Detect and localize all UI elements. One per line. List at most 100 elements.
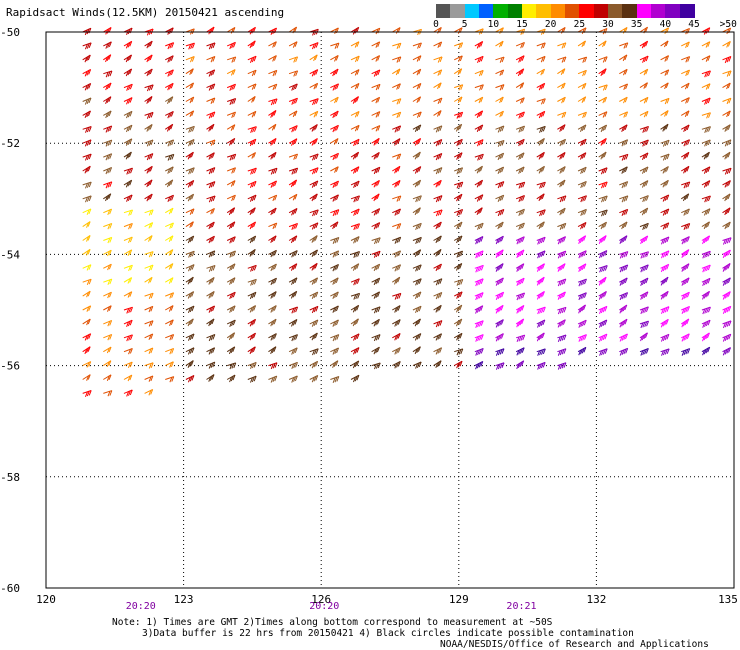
wind-barb bbox=[537, 237, 545, 244]
wind-barb bbox=[661, 56, 669, 62]
wind-barb bbox=[599, 57, 607, 63]
wind-barb bbox=[227, 292, 235, 299]
wind-barb bbox=[702, 209, 710, 216]
wind-barb bbox=[599, 69, 606, 76]
wind-barb bbox=[640, 97, 648, 103]
wind-barb bbox=[207, 334, 215, 340]
wind-barb bbox=[165, 195, 173, 202]
wind-barb bbox=[268, 110, 276, 117]
wind-barb bbox=[372, 97, 380, 103]
wind-barb bbox=[289, 154, 297, 160]
wind-barb bbox=[640, 56, 648, 63]
wind-barb bbox=[681, 306, 689, 313]
wind-barb bbox=[289, 319, 297, 326]
wind-barb bbox=[557, 83, 565, 89]
wind-barb bbox=[248, 139, 256, 146]
wind-barb bbox=[351, 375, 359, 382]
wind-barb bbox=[268, 306, 276, 313]
legend-swatch bbox=[565, 4, 580, 18]
wind-barb bbox=[578, 139, 586, 146]
wind-barb bbox=[702, 42, 710, 48]
wind-barb bbox=[413, 292, 421, 299]
wind-barb bbox=[578, 70, 586, 76]
wind-barb bbox=[640, 307, 648, 314]
wind-barb bbox=[723, 222, 731, 229]
wind-barb bbox=[351, 167, 359, 174]
wind-barb bbox=[124, 375, 132, 381]
wind-barb bbox=[475, 335, 483, 342]
wind-barb bbox=[392, 180, 400, 187]
wind-barb bbox=[537, 277, 544, 285]
wind-barb bbox=[103, 182, 111, 188]
wind-barb bbox=[207, 222, 215, 229]
wind-barb bbox=[186, 111, 194, 117]
wind-barb bbox=[537, 182, 546, 188]
wind-barb bbox=[207, 362, 215, 369]
wind-barb bbox=[227, 363, 236, 369]
wind-barb bbox=[702, 265, 710, 272]
wind-barb bbox=[165, 208, 173, 214]
wind-barb bbox=[702, 84, 710, 90]
wind-barb bbox=[578, 305, 585, 313]
wind-barb bbox=[207, 98, 215, 104]
wind-barb bbox=[289, 71, 298, 77]
wind-barb bbox=[83, 319, 91, 325]
wind-barb bbox=[392, 277, 399, 284]
wind-barb bbox=[248, 84, 256, 90]
wind-barb bbox=[475, 251, 483, 258]
wind-barb bbox=[330, 153, 338, 160]
wind-barb bbox=[516, 361, 524, 369]
wind-barb bbox=[351, 237, 359, 244]
wind-barb bbox=[124, 195, 132, 202]
wind-barb bbox=[165, 97, 173, 104]
wind-barb bbox=[702, 196, 711, 202]
wind-barb bbox=[454, 139, 462, 146]
note-line-2: 3)Data buffer is 22 hrs from 20150421 4)… bbox=[142, 628, 634, 639]
wind-barb bbox=[83, 222, 90, 228]
wind-barb bbox=[124, 180, 132, 187]
wind-barb bbox=[268, 152, 276, 159]
wind-barb bbox=[434, 153, 442, 160]
wind-barb bbox=[268, 70, 276, 76]
wind-barb bbox=[248, 27, 256, 34]
wind-barb bbox=[186, 334, 194, 341]
wind-barb bbox=[599, 210, 608, 216]
time-label: 20:21 bbox=[506, 601, 536, 612]
wind-barb bbox=[557, 112, 565, 118]
wind-barb bbox=[454, 305, 462, 312]
wind-barb bbox=[83, 166, 91, 173]
wind-barb bbox=[145, 210, 154, 216]
wind-barb bbox=[351, 42, 359, 48]
wind-barb bbox=[516, 98, 524, 104]
legend-label: 40 bbox=[652, 19, 678, 30]
wind-barb bbox=[537, 222, 545, 229]
wind-barb bbox=[640, 278, 648, 286]
legend-swatch bbox=[522, 4, 537, 18]
wind-barb bbox=[537, 320, 545, 328]
wind-barb bbox=[289, 194, 297, 200]
wind-barb bbox=[268, 236, 276, 243]
wind-barb bbox=[537, 264, 545, 272]
wind-barb bbox=[516, 83, 524, 89]
wind-barb bbox=[372, 70, 380, 77]
wind-barb bbox=[681, 250, 689, 258]
wind-barb bbox=[289, 223, 297, 229]
wind-barb bbox=[475, 125, 483, 132]
wind-barb bbox=[537, 210, 545, 216]
wind-barb bbox=[227, 264, 235, 271]
wind-barb bbox=[392, 139, 400, 146]
wind-barb bbox=[495, 111, 503, 117]
wind-barb bbox=[392, 251, 400, 258]
wind-barb bbox=[495, 167, 503, 174]
wind-barb bbox=[103, 250, 111, 256]
wind-barb bbox=[207, 348, 215, 355]
wind-barb bbox=[557, 167, 565, 174]
wind-barb bbox=[186, 97, 194, 103]
wind-barb bbox=[248, 236, 256, 243]
wind-barb bbox=[186, 194, 194, 201]
wind-barb bbox=[723, 98, 731, 104]
wind-barb bbox=[434, 264, 442, 271]
wind-barb bbox=[310, 223, 318, 230]
wind-barb bbox=[702, 278, 710, 286]
wind-barb bbox=[413, 180, 421, 187]
